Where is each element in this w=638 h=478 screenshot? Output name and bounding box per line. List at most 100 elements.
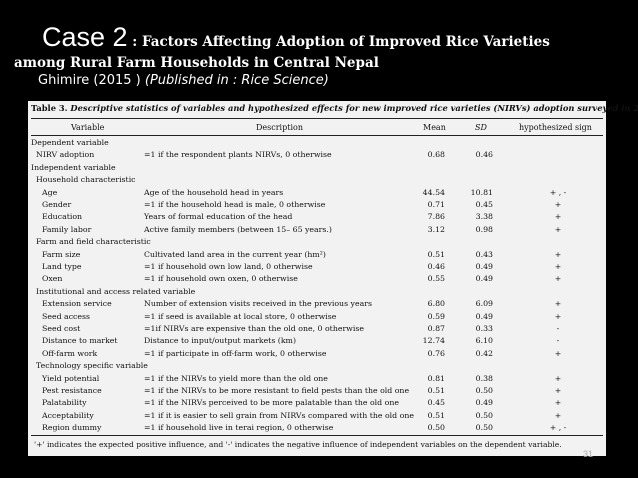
row-description: =1 if participate in off-farm work, 0 ot… [144,348,327,358]
row-sign: - [556,336,560,346]
row-mean: 0.76 [427,348,445,358]
row-mean: 0.59 [427,311,445,321]
row-sign: + [554,373,562,383]
row-sd: 6.09 [475,299,493,309]
row-variable: Dependent variable [31,138,109,147]
row-variable: Farm size [42,249,81,259]
row-sign: + [554,348,562,358]
row-description: Years of formal education of the head [144,212,293,222]
row-sd: 0.46 [475,150,493,160]
row-mean: 7.86 [427,212,445,222]
row-mean: 0.55 [427,274,445,284]
title-line-2: among Rural Farm Households in Central N… [14,55,379,71]
row-mean: 3.12 [427,224,445,234]
row-mean: 6.80 [427,299,445,309]
row-description: =1if NIRVs are expensive than the old on… [144,324,364,333]
row-mean: 0.87 [427,324,445,333]
row-variable: Seed access [42,311,91,321]
row-description: Number of extension visits received in t… [144,299,372,309]
row-description: =1 if it is easier to sell grain from NI… [144,410,414,420]
row-variable: NIRV adoption [36,150,95,160]
row-description: =1 if the household head is male, 0 othe… [144,200,326,209]
row-sd: 3.38 [475,212,493,222]
row-mean: 0.81 [427,373,445,383]
row-mean: 44.54 [422,187,445,197]
col-header-sd: SD [475,123,487,132]
row-sd: 0.43 [475,249,493,259]
row-variable: Distance to market [42,336,118,346]
table-caption: Table 3. Descriptive statistics of varia… [31,103,638,113]
row-variable: Family labor [42,224,92,234]
row-sd: 0.50 [475,423,493,433]
citation: Ghimire (2015 ) (Published in : Rice Sci… [38,73,329,88]
row-description: =1 if the NIRVs to yield more than the o… [144,373,328,383]
row-variable: Palatability [42,398,87,408]
row-sign: + [554,311,562,321]
page-number: 31 [583,449,594,459]
row-description: =1 if seed is available at local store, … [144,311,337,321]
row-variable: Household characteristic [36,175,136,185]
row-variable: Acceptability [42,410,94,420]
row-description: Distance to input/output markets (km) [144,336,296,346]
row-mean: 0.51 [427,249,445,259]
table-top-rule [31,118,603,119]
row-variable: Gender [42,200,72,209]
row-variable: Land type [42,262,82,271]
row-mean: 0.50 [427,423,445,433]
row-variable: Technology specific variable [36,361,148,371]
row-description: =1 if household own oxen, 0 otherwise [144,274,298,284]
row-description: Age of the household head in years [144,187,284,197]
row-variable: Extension service [42,299,112,309]
row-sign: + [554,224,562,234]
row-variable: Education [42,212,83,222]
row-description: Cultivated land area in the current year… [144,249,326,259]
row-mean: 0.45 [427,398,445,408]
row-description: =1 if the respondent plants NIRVs, 0 oth… [144,150,332,160]
row-sign: + [554,212,562,222]
row-variable: Yield potential [42,373,100,383]
row-sd: 6.10 [475,336,493,346]
row-mean: 12.74 [422,336,445,346]
row-mean: 0.51 [427,386,445,395]
row-sd: 0.42 [475,348,493,358]
slide-title: Case 2 : Factors Affecting Adoption of I… [42,22,550,57]
row-sign: + [554,386,562,395]
row-description: =1 if household live in terai region, 0 … [144,423,334,433]
row-sign: + [554,398,562,408]
row-variable: Independent variable [31,162,116,172]
row-description: Active family members (between 15– 65 ye… [144,224,332,234]
row-variable: Oxen [42,274,63,284]
row-variable: Pest resistance [42,386,102,395]
row-mean: 0.51 [427,410,445,420]
slide-header: Case 2 : Factors Affecting Adoption of I… [0,0,638,102]
row-sd: 0.50 [475,386,493,395]
table-image: Table 3. Descriptive statistics of varia… [28,101,638,456]
row-variable: Farm and field characteristic [36,237,151,247]
col-header-description: Description [256,123,303,132]
row-description: =1 if the NIRVs to be more resistant to … [144,386,410,395]
row-sd: 0.50 [475,410,493,420]
row-sign: + , - [549,187,567,197]
row-sd: 0.38 [475,373,493,383]
row-variable: Region dummy [42,423,102,433]
col-header-sign: hypothesized sign [519,123,592,132]
row-sign: + [554,274,562,284]
row-variable: Institutional and access related variabl… [36,286,196,296]
row-sign: + , - [549,423,567,433]
row-sign: + [554,249,562,259]
case-label: Case 2 [42,22,128,52]
table-footnote: '+' indicates the expected positive infl… [34,440,562,449]
row-sd: 0.49 [475,262,493,271]
row-sign: - [556,324,560,333]
row-description: =1 if household own low land, 0 otherwis… [144,262,313,271]
row-sd: 0.49 [475,398,493,408]
row-variable: Off-farm work [42,348,98,358]
row-mean: 0.46 [427,262,445,271]
row-sd: 0.49 [475,311,493,321]
table-header-rule [31,135,603,136]
row-mean: 0.68 [427,150,445,160]
author: Ghimire (2015 ) [38,73,145,88]
row-variable: Seed cost [42,324,81,333]
row-sign: + [554,410,562,420]
row-sd: 10.81 [470,187,493,197]
